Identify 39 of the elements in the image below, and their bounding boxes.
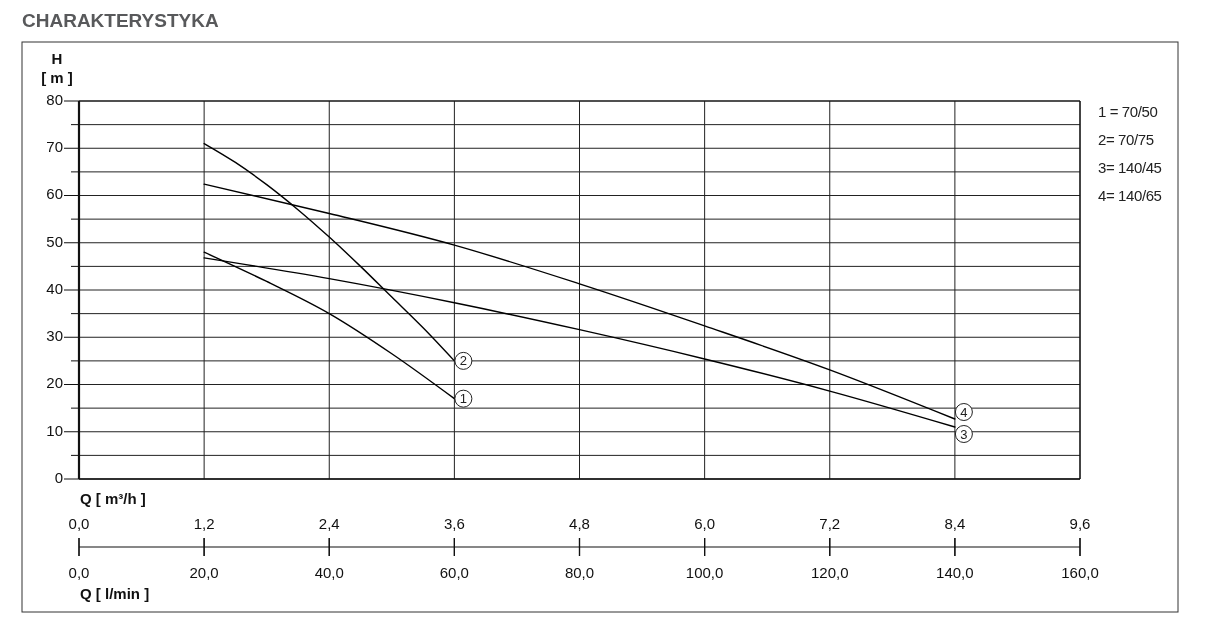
x-tick-label: 0,0 [68,564,90,581]
x2-tick-label: 4,8 [569,515,590,532]
x-tick-label: 20,0 [189,564,219,581]
y-tick-label: 70 [46,138,63,156]
x-tick-label: 120,0 [810,564,849,581]
x2-tick-label: 7,2 [819,515,841,532]
text: 3= 140/45 [1098,159,1162,176]
y-tick-label: 10 [46,421,63,439]
x2-axis-title: Q [ m³/h ] [80,490,146,507]
x2-tick-label: 9,6 [1069,515,1091,532]
x-tick-label: 40,0 [314,564,344,581]
x2-tick-label: 3,6 [443,515,465,532]
text: 2= 70/75 [1098,131,1154,148]
series-label: 4 [960,404,968,420]
x-tick-label: 60,0 [439,564,469,581]
y-tick-label: 50 [46,232,63,250]
x2-tick-label: 1,2 [193,515,215,532]
text: 1 = 70/50 [1098,103,1158,120]
y-tick-label: 20 [46,374,63,392]
text: 4= 140/65 [1098,187,1162,204]
series-label: 2 [459,353,467,369]
x-tick-label: 100,0 [685,564,724,581]
y-tick-label: 80 [46,90,63,108]
y-tick-label: 30 [46,327,63,345]
series-label: 3 [960,426,968,442]
chart-title: CHARAKTERYSTYKA [22,10,219,31]
x2-tick-label: 8,4 [944,515,966,532]
x-tick-label: 160,0 [1061,564,1099,581]
x-tick-label: 140,0 [936,564,974,581]
x2-tick-label: 6,0 [694,515,716,532]
x2-tick-label: 0,0 [68,515,90,532]
y-axis-title: H [ m ] [41,50,73,86]
y-tick-label: 40 [46,279,63,297]
y-tick-label: 60 [46,185,63,203]
x2-tick-label: 2,4 [318,515,340,532]
x-tick-label: 80,0 [564,564,595,581]
x-axis-title: Q [ l/min ] [80,585,150,602]
series-label: 1 [459,391,467,407]
y-tick-label: 0 [54,468,63,486]
